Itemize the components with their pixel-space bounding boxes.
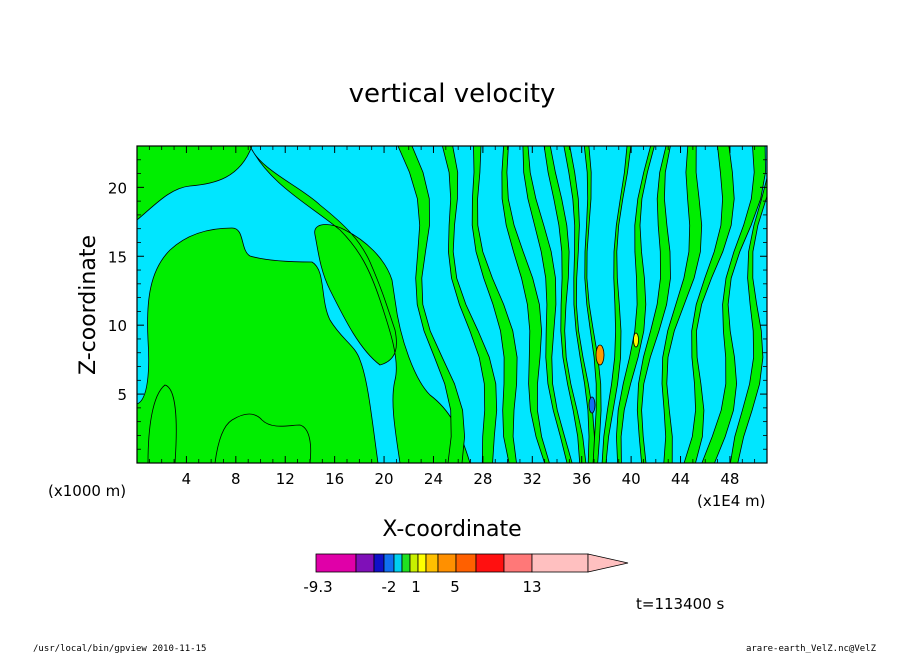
x-tick-label: 48	[720, 470, 739, 488]
colorbar-labels: -9.3 -2 1 5 13	[303, 578, 541, 596]
x-tick-label: 8	[231, 470, 241, 488]
contour-streak	[729, 176, 767, 463]
x-tick-label: 24	[424, 470, 443, 488]
contour-streak	[615, 146, 655, 463]
colorbar-label: 5	[450, 578, 460, 596]
footer-left: /usr/local/bin/gpview 2010-11-15	[33, 644, 206, 654]
x-axis-label: X-coordinate	[382, 517, 521, 542]
contour-streak	[397, 146, 466, 463]
colorbar-cell	[393, 553, 403, 573]
x-tick-label: 20	[375, 470, 394, 488]
colorbar-label: -2	[382, 578, 397, 596]
colorbar-label: -9.3	[303, 578, 332, 596]
y-tick-label: 5	[117, 386, 127, 404]
x-tick-label: 28	[473, 470, 492, 488]
contour-region	[249, 146, 471, 463]
contour-streak	[601, 146, 632, 463]
colorbar-cell	[437, 553, 457, 573]
contour-streak	[543, 146, 587, 463]
colorbar-cell	[383, 553, 395, 573]
colorbar-cell	[455, 553, 477, 573]
x-tick-label: 12	[276, 470, 295, 488]
plot-frame	[136, 145, 768, 464]
y-axis-label: Z-coordinate	[76, 235, 101, 375]
contour-streak	[583, 146, 602, 463]
x-tick-label: 4	[182, 470, 192, 488]
y-tick-label: 20	[108, 179, 127, 197]
y-tick-label: 15	[108, 248, 127, 266]
x-unit-left: (x1000 m)	[48, 482, 126, 500]
contour-region	[214, 413, 312, 463]
colorbar-cell	[425, 553, 439, 573]
plot-area	[137, 146, 767, 463]
colorbar-label: 1	[411, 578, 421, 596]
x-tick-label: 36	[572, 470, 591, 488]
colorbar-cell	[409, 553, 419, 573]
y-tick-label: 10	[108, 317, 127, 335]
contour-streak	[471, 146, 518, 463]
colorbar-label: 13	[522, 578, 541, 596]
colorbar-arrow	[587, 553, 629, 573]
x-tick-label: 32	[523, 470, 542, 488]
colorbar-cell	[531, 553, 589, 573]
colorbar-cell	[401, 553, 411, 573]
contour-blob	[595, 344, 605, 366]
contour-region	[137, 146, 253, 221]
contour-region	[147, 384, 177, 463]
contour-region	[137, 227, 379, 463]
x-tick-label: 44	[671, 470, 690, 488]
chart-title: vertical velocity	[349, 79, 556, 109]
contour-blob	[633, 332, 639, 348]
contour-streaks	[397, 146, 767, 463]
x-tick-label: 16	[325, 470, 344, 488]
contour-streak	[701, 146, 766, 463]
contour-streak	[563, 146, 595, 463]
footer-right: arare-earth_VelZ.nc@VelZ	[746, 644, 877, 654]
contour-streak	[683, 146, 735, 463]
contour-streak	[501, 146, 550, 463]
x-tick-label: 40	[622, 470, 641, 488]
contour-streak	[636, 146, 671, 463]
time-label: t=113400 s	[636, 595, 724, 613]
x-unit-right: (x1E4 m)	[697, 492, 766, 510]
contour-streak	[522, 146, 573, 463]
colorbar-cell	[417, 553, 427, 573]
y-axis: 5 10 15 20	[108, 159, 767, 450]
contour-streak	[661, 146, 703, 463]
colorbar	[315, 553, 629, 573]
colorbar-cell	[503, 553, 533, 573]
contour-streak	[441, 146, 498, 463]
colorbar-cell	[475, 553, 505, 573]
colorbar-cell	[355, 553, 375, 573]
colorbar-cell	[315, 553, 357, 573]
x-axis: 4 8 12 16 20 24 28 32 36 40 44 48	[148, 146, 756, 488]
contour-blob	[588, 396, 596, 414]
colorbar-cell	[373, 553, 385, 573]
